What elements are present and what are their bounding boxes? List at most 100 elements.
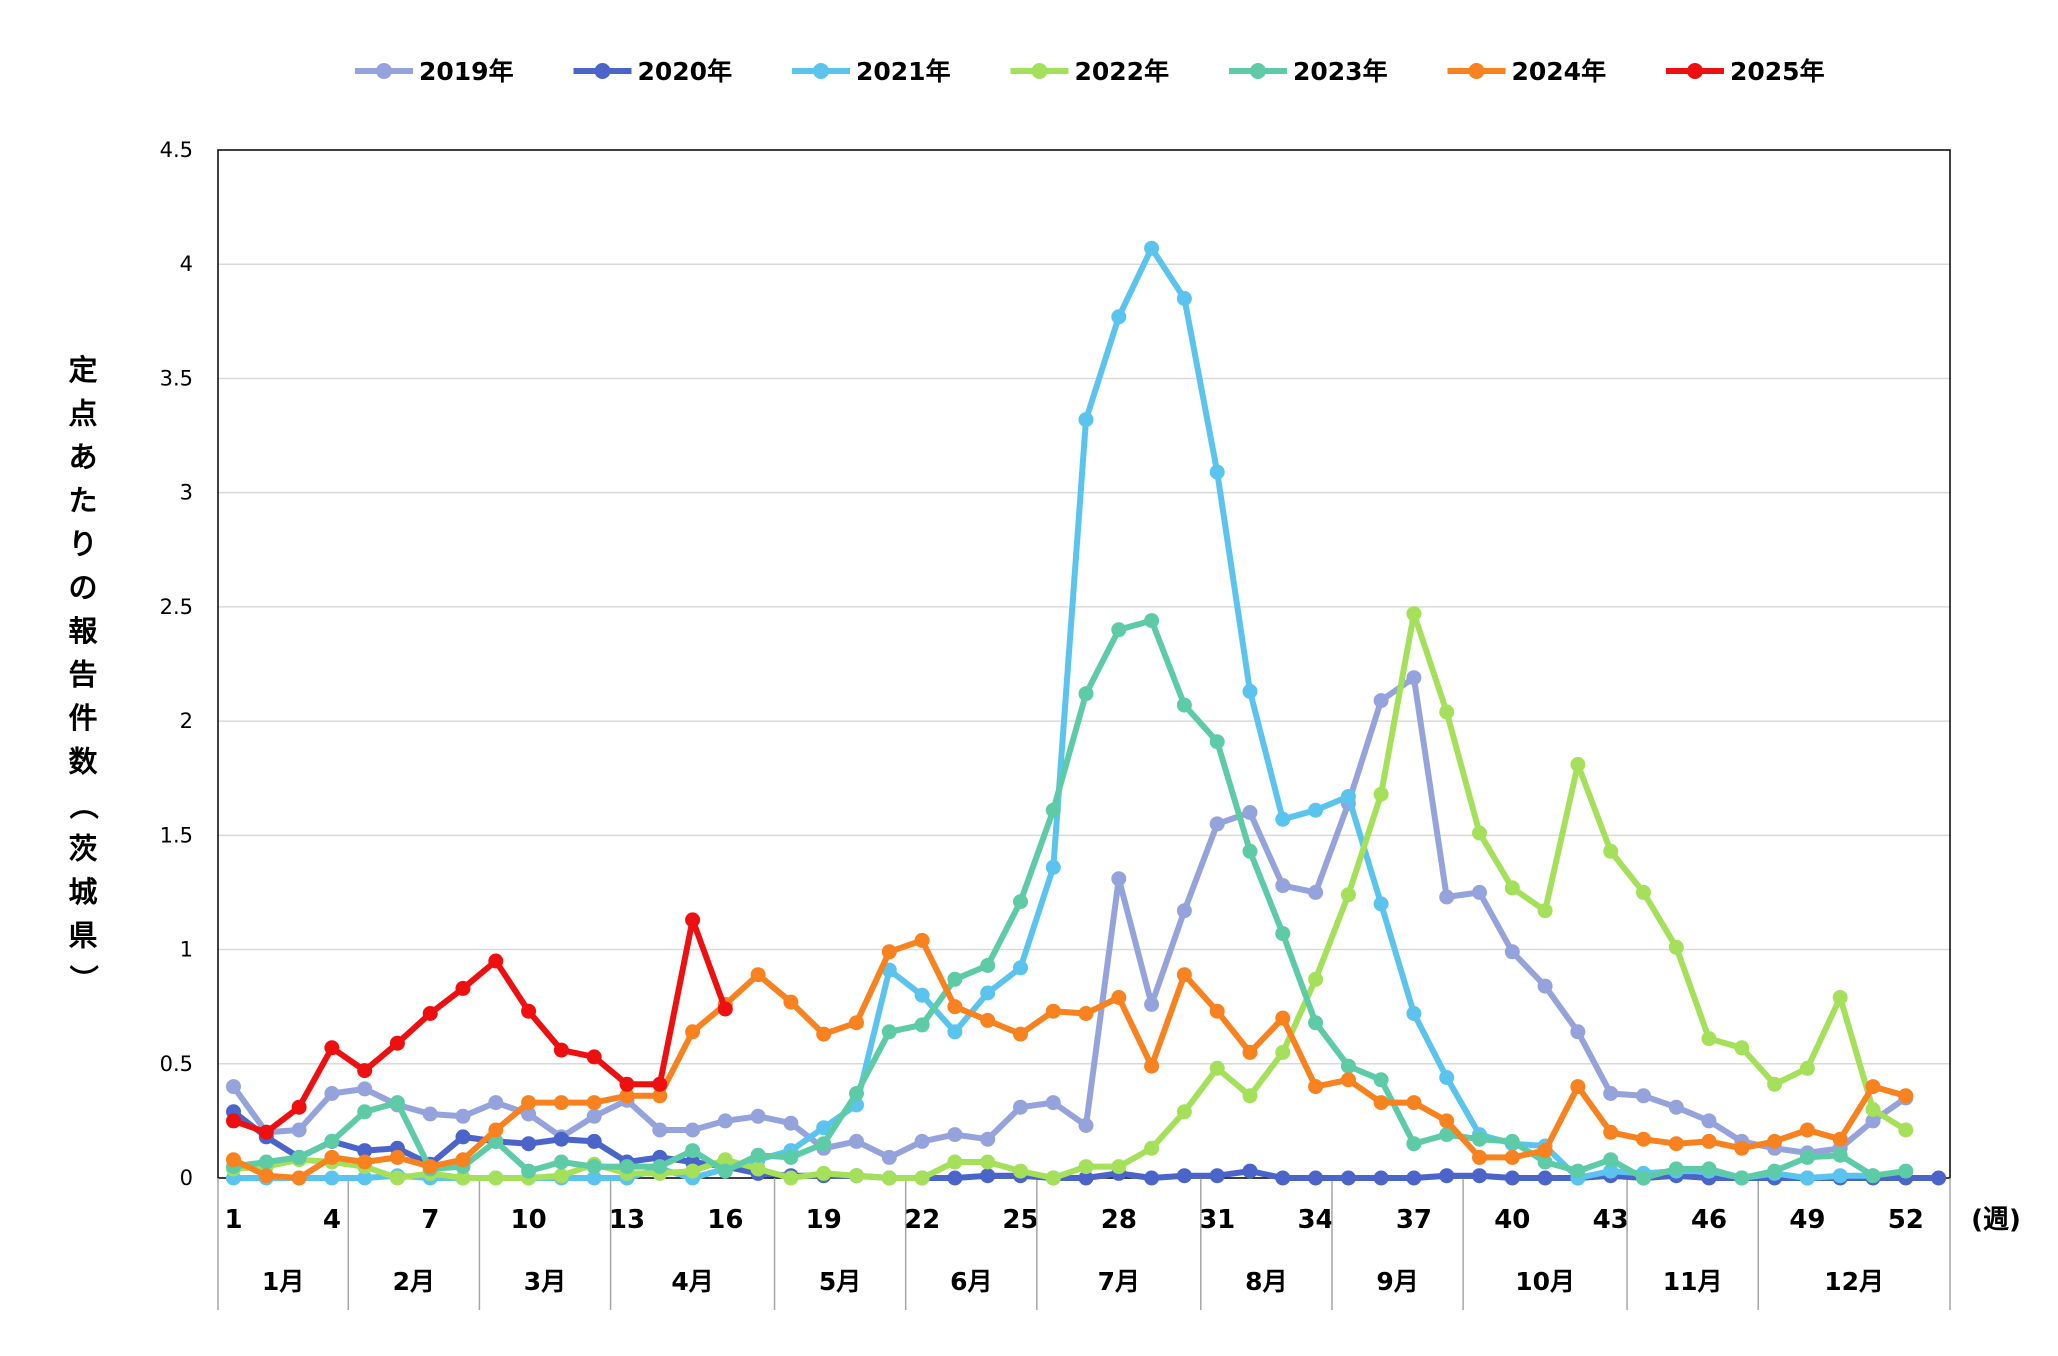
data-point [1045,1170,1061,1186]
data-point [849,1168,864,1184]
data-point [1078,1170,1094,1186]
y-axis-label-char: 報 [68,614,98,648]
legend-marker [376,63,392,79]
data-point [324,1133,340,1149]
data-point [389,1170,405,1186]
y-axis: 0 0.5 1 1.5 2 2.5 3 3.5 4 4.5 [160,138,193,1190]
x-tick-label: 52 [1888,1205,1924,1235]
data-point [1013,1099,1028,1115]
data-point [586,1170,602,1186]
y-axis-label-char: 城 [68,875,97,909]
x-tick-label: 1 [224,1205,242,1235]
data-point [947,1024,963,1040]
data-point [1504,1149,1520,1165]
x-tick-label: 22 [904,1205,940,1235]
series-line [230,916,729,1136]
data-point [1439,704,1455,720]
y-tick-label: 1 [180,938,193,962]
data-point [1209,464,1225,480]
data-point [1373,1095,1389,1111]
data-point [258,1154,274,1170]
data-point [1701,1113,1717,1129]
data-point [389,1149,405,1165]
x-tick-label: 40 [1494,1205,1530,1235]
data-point [947,1170,963,1186]
x-tick-label: 25 [1002,1205,1038,1235]
y-axis-label-char: ） [66,964,100,993]
data-point [1799,1170,1815,1186]
data-point [750,1147,766,1163]
data-point [652,1076,668,1092]
data-point [226,1079,241,1095]
data-point [1406,1006,1422,1021]
data-point [324,1040,340,1056]
data-point [1537,903,1553,919]
data-point [1603,1124,1619,1140]
data-point [1176,967,1192,983]
data-point [1013,960,1028,976]
data-point [947,1127,963,1143]
data-point [1439,889,1455,905]
y-axis-label-char: 県 [68,919,97,953]
data-point [1340,789,1356,804]
data-point [1603,843,1619,859]
data-point [1406,670,1422,686]
data-point [1209,1060,1225,1076]
data-point [1472,1168,1487,1184]
data-point [1603,1163,1619,1179]
data-point [1865,1102,1881,1117]
data-point [1275,1170,1291,1186]
x-tick-label: 43 [1593,1205,1629,1235]
data-point [521,1163,537,1179]
month-label: 7月 [1098,1267,1140,1296]
y-tick-label: 2.5 [160,595,193,619]
data-point [422,1106,438,1122]
y-tick-label: 3 [180,481,193,505]
data-point [291,1149,307,1165]
data-point [357,1143,373,1159]
data-point [914,1017,930,1033]
data-point [1439,1113,1455,1129]
legend-marker [594,63,611,79]
x-tick-label: 37 [1396,1205,1432,1235]
series-lines [226,240,1947,1186]
data-point [980,958,996,973]
data-point [1308,1015,1324,1031]
data-point [553,1095,569,1111]
data-point [980,1131,996,1147]
data-point [881,944,897,960]
data-point [1898,1122,1914,1138]
data-point [357,1063,373,1079]
data-point [619,1159,635,1175]
y-axis-label-char: り [68,527,97,561]
data-point [1832,1168,1848,1184]
data-point [1176,1104,1192,1120]
data-point [619,1088,635,1104]
data-point [619,1076,635,1092]
x-tick-label: 19 [806,1205,842,1235]
data-point [1668,1136,1684,1152]
data-point [914,932,930,948]
x-tick-label: 46 [1691,1205,1727,1235]
data-point [1603,1086,1619,1101]
data-point [1734,1040,1750,1056]
month-label: 10月 [1515,1267,1575,1296]
data-point [1504,1170,1520,1186]
series-2025年 [226,912,733,1140]
data-point [1439,1168,1455,1184]
y-tick-label: 3.5 [160,366,193,390]
data-point [1308,1170,1324,1186]
y-axis-label-char: 茨 [68,832,97,866]
data-point [226,1113,241,1129]
data-point [422,1006,438,1021]
legend-marker [1031,63,1048,79]
data-point [717,1001,733,1017]
data-point [1111,622,1127,638]
data-point [291,1099,307,1115]
series-line [230,245,1876,1181]
data-point [1767,1076,1783,1092]
data-point [1898,1163,1914,1179]
data-point [389,1035,405,1051]
data-point [947,971,963,987]
data-point [947,999,963,1015]
